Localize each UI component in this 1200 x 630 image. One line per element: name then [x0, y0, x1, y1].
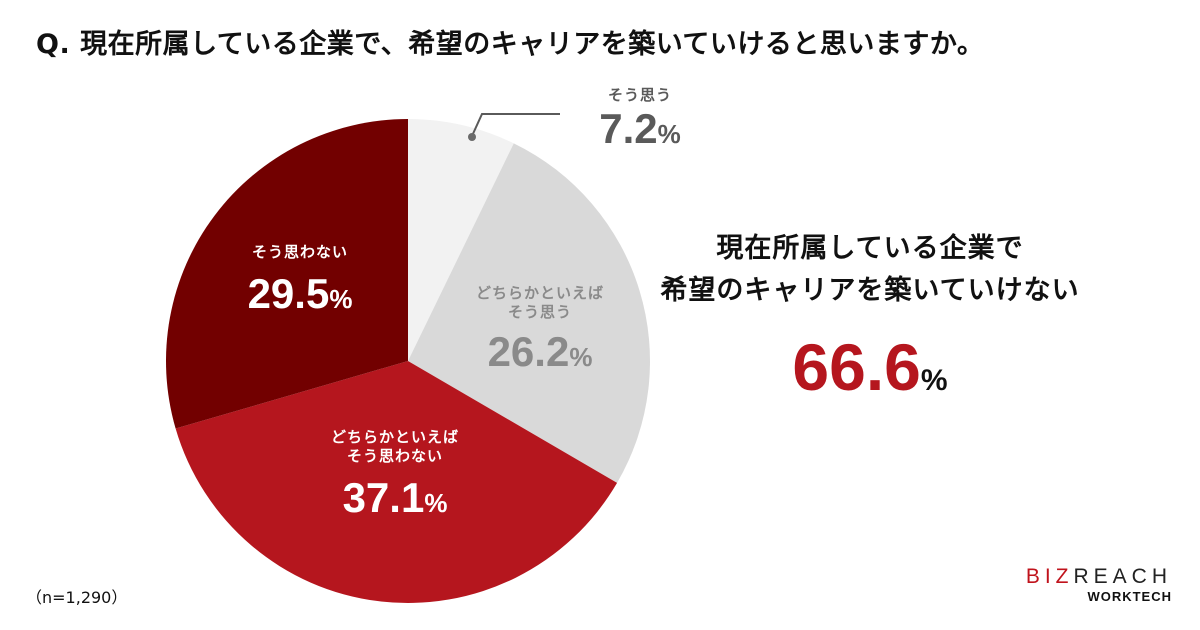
- slice-somewhat-agree: [408, 143, 650, 483]
- summary-line-2: 希望のキャリアを築いていけない: [660, 275, 1080, 306]
- question-title: Q. 現在所属している企業で、希望のキャリアを築いていけると思いますか。: [36, 29, 985, 60]
- slice-label-somewhat-disagree: どちらかといえば そう思わない 37.1%: [330, 428, 459, 521]
- slice-strongly-disagree: [165, 119, 408, 429]
- bizreach-worktech-logo: BIZREACH WORKTECH: [1025, 565, 1172, 605]
- sample-size-note: （n=1,290）: [26, 588, 128, 607]
- slice-somewhat-disagree: [175, 361, 618, 603]
- slice-label-strongly-agree: そう思う 7.2%: [599, 86, 681, 152]
- summary-line-1: 現在所属している企業で: [716, 233, 1024, 264]
- summary-callout: 現在所属している企業で 希望のキャリアを築いていけない 66.6%: [660, 228, 1080, 416]
- slice-label-somewhat-agree: どちらかといえば そう思う 26.2%: [475, 284, 604, 375]
- slice-label-strongly-disagree: そう思わない 29.5%: [247, 243, 353, 317]
- leader-line: [468, 113, 560, 141]
- slice-strongly-agree: [408, 119, 514, 361]
- summary-value: 66.6%: [792, 330, 948, 404]
